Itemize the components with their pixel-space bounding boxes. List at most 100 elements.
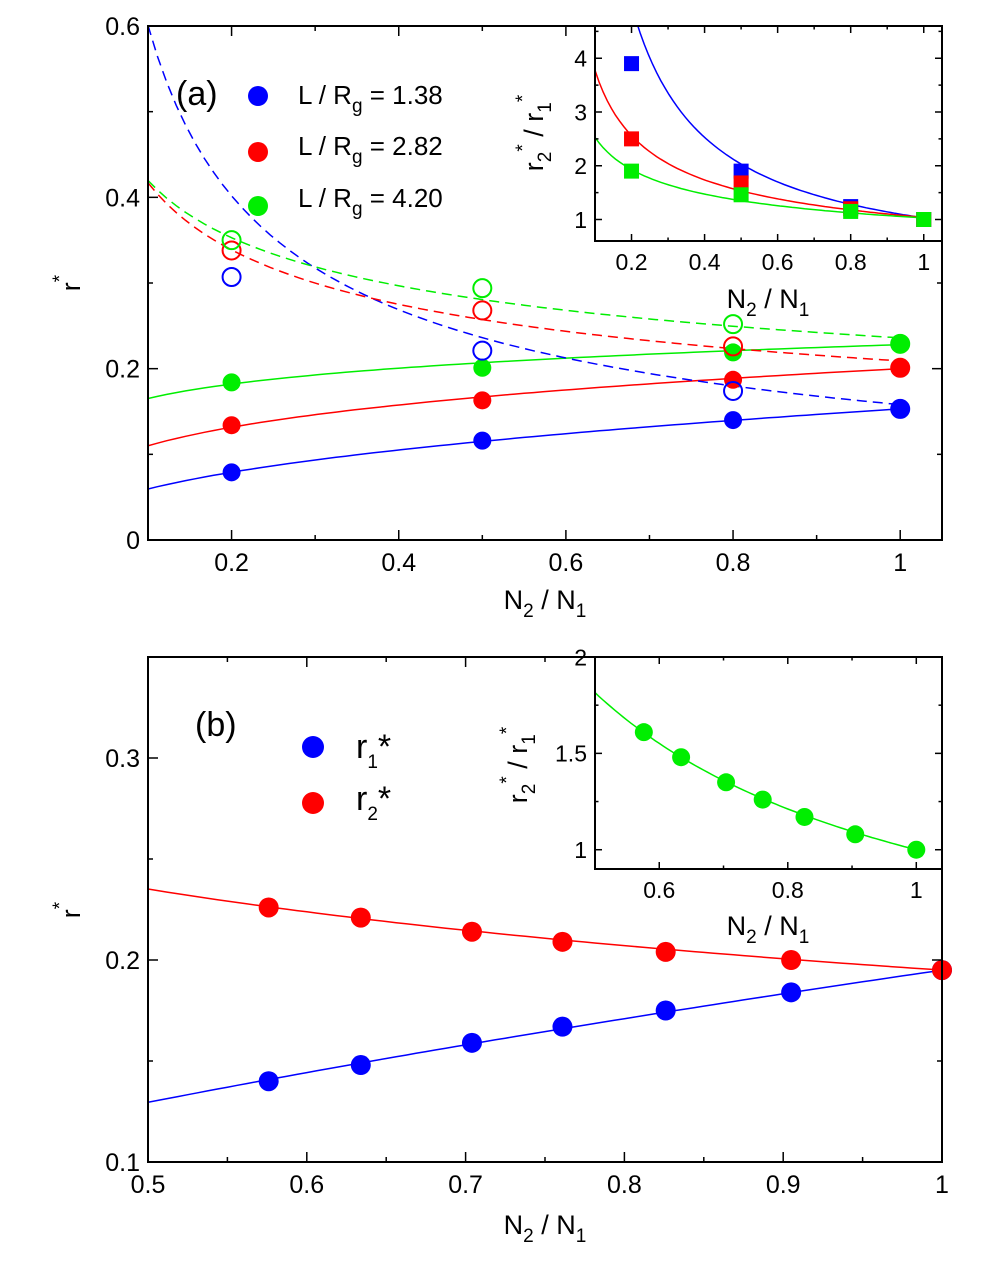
a_main-point-s5-1: [472, 278, 493, 299]
panel-a-inset-plot: 0.2 0.4 0.6 0.8 1 1 2 3 4 r2* / r1* N2 / N1: [513, 25, 943, 321]
a_main-point-s2-3: [891, 334, 910, 353]
panel-b-inset-y-axis-label: r2* / r1*: [497, 726, 540, 803]
b_main-point-s0-5: [781, 982, 802, 1003]
a_main-point-s5-3: [890, 333, 911, 354]
b_main-point-s1-4: [655, 941, 676, 962]
svg-text:r1*: r1*: [356, 728, 391, 773]
a_main-x-tick-label: 1: [893, 549, 907, 577]
a_inset-fit-curve-2: [595, 136, 924, 219]
a_main-fit-curve-5: [148, 179, 901, 339]
b_main-x-tick-label: 0.7: [448, 1171, 483, 1199]
legend-marker-blue: [302, 736, 324, 758]
panel-b-inset-frame: [594, 656, 943, 870]
legend-entry-r1: r1*: [302, 728, 391, 773]
a_main-point-s2-0: [222, 373, 241, 392]
a_main-point-s3-2: [723, 380, 744, 401]
a_main-y-tick-label: 0.2: [105, 356, 140, 384]
legend-marker-red: [248, 142, 268, 162]
a_main-point-s4-0: [221, 240, 242, 261]
b_inset-point-s0-2: [717, 773, 736, 792]
b_main-point-s1-0: [258, 897, 279, 918]
a_inset-point-s2-2: [843, 203, 859, 219]
a_main-point-s0-2: [724, 411, 743, 430]
a_main-point-s0-1: [473, 431, 492, 450]
panel-a-x-axis-label: N2 / N1: [504, 585, 587, 622]
svg-text:L / Rg = 4.20: L / Rg = 4.20: [298, 183, 443, 220]
b_main-point-s1-1: [350, 907, 371, 928]
a_main-fit-curve-0: [148, 408, 901, 490]
b_main-y-tick-label: 0.3: [105, 745, 140, 773]
a_main-point-s3-3: [890, 398, 911, 419]
b_main-point-s1-2: [461, 921, 482, 942]
a_inset-fit-curve-1: [595, 70, 924, 219]
a_main-point-s2-1: [473, 358, 492, 377]
panel-a-label: (a): [176, 75, 218, 113]
b_main-point-s1-5: [781, 950, 802, 970]
a_main-fit-curve-1: [148, 367, 901, 447]
a_main-point-s4-1: [472, 300, 493, 321]
panel-a-legend: L / Rg = 1.38 L / Rg = 2.82 L / Rg = 4.2…: [248, 80, 443, 220]
panel-b-inset-x-axis-label: N2 / N1: [727, 911, 810, 948]
a_main-x-tick-label: 0.6: [549, 549, 584, 577]
b_main-y-tick-label: 0.2: [105, 947, 140, 975]
panel-b-inset-background: [595, 657, 942, 869]
a_inset-point-s1-1: [733, 175, 749, 191]
panel-b-x-axis-label: N2 / N1: [504, 1210, 587, 1247]
b_inset-point-s0-3: [753, 790, 772, 809]
b_main-point-s0-4: [655, 1000, 676, 1021]
a_inset-x-tick-label: 1: [917, 249, 930, 275]
a_main-fit-curve-4: [148, 182, 901, 362]
panel-b-legend: r1* r2*: [302, 728, 391, 825]
b_inset-point-s0-1: [672, 748, 691, 767]
a_inset-x-tick-label: 0.2: [616, 249, 648, 275]
panel-b-label: (b): [195, 706, 237, 744]
panel-a-inset-frame: [594, 25, 943, 242]
a_main-point-s3-1: [472, 340, 493, 361]
b_main-x-tick-label: 0.5: [131, 1171, 166, 1199]
panel-a-y-axis-label: r*: [50, 274, 86, 291]
a_main-point-s5-2: [723, 314, 744, 335]
panel-b-y-axis-label: r*: [50, 901, 86, 918]
b_main-x-tick-label: 0.6: [289, 1171, 324, 1199]
b_main-point-s0-3: [552, 1016, 573, 1037]
a_main-point-s1-3: [891, 358, 910, 377]
legend-entry-r2: r2*: [302, 780, 391, 825]
a_inset-fit-curve-0: [637, 26, 924, 219]
svg-text:L / Rg = 2.82: L / Rg = 2.82: [298, 131, 443, 168]
a_inset-y-tick-label: 1: [574, 207, 587, 233]
b_inset-point-s0-4: [795, 807, 814, 826]
b_inset-point-s0-0: [634, 723, 653, 742]
legend-entry-lrg-1-38: L / Rg = 1.38: [248, 80, 443, 117]
b_inset-point-s0-5: [846, 825, 865, 844]
legend-entry-lrg-4-20: L / Rg = 4.20: [248, 183, 443, 220]
a_main-point-s1-2: [724, 370, 743, 389]
a_inset-x-tick-label: 0.4: [689, 249, 721, 275]
a_main-point-s4-2: [723, 336, 744, 357]
a_main-point-s1-1: [473, 391, 492, 410]
a_inset-point-s0-0: [624, 56, 640, 72]
a_inset-point-s2-3: [916, 212, 932, 227]
b_main-x-tick-label: 1: [935, 1171, 949, 1199]
b_inset-x-tick-label: 0.8: [772, 877, 804, 903]
a_inset-point-s1-0: [624, 131, 640, 147]
legend-marker-blue: [248, 86, 268, 106]
a_main-x-tick-label: 0.8: [716, 549, 751, 577]
panel-b-inset-plot: 0.6 0.8 1 1 1.5 2 r2* / r1* N2 / N1: [497, 644, 943, 948]
b_main-fit-curve-1: [148, 888, 942, 971]
a_main-x-tick-label: 0.4: [381, 549, 416, 577]
a_main-point-s0-3: [891, 399, 910, 418]
legend-marker-green: [248, 196, 268, 216]
svg-text:r2* / r1*: r2* / r1*: [513, 94, 556, 171]
a_inset-point-s2-0: [624, 163, 640, 179]
panel-a-inset-x-axis-label: N2 / N1: [727, 284, 810, 321]
a_main-point-s3-0: [221, 267, 242, 288]
b_main-point-s0-1: [350, 1055, 371, 1076]
b_main-point-s1-3: [552, 931, 573, 952]
a_main-point-s4-3: [890, 357, 911, 378]
b_main-point-s0-2: [461, 1032, 482, 1053]
a_inset-y-tick-label: 4: [574, 46, 587, 72]
a_main-y-tick-label: 0.6: [105, 13, 140, 41]
b_inset-point-s0-6: [907, 840, 926, 859]
legend-entry-lrg-2-82: L / Rg = 2.82: [248, 131, 443, 168]
